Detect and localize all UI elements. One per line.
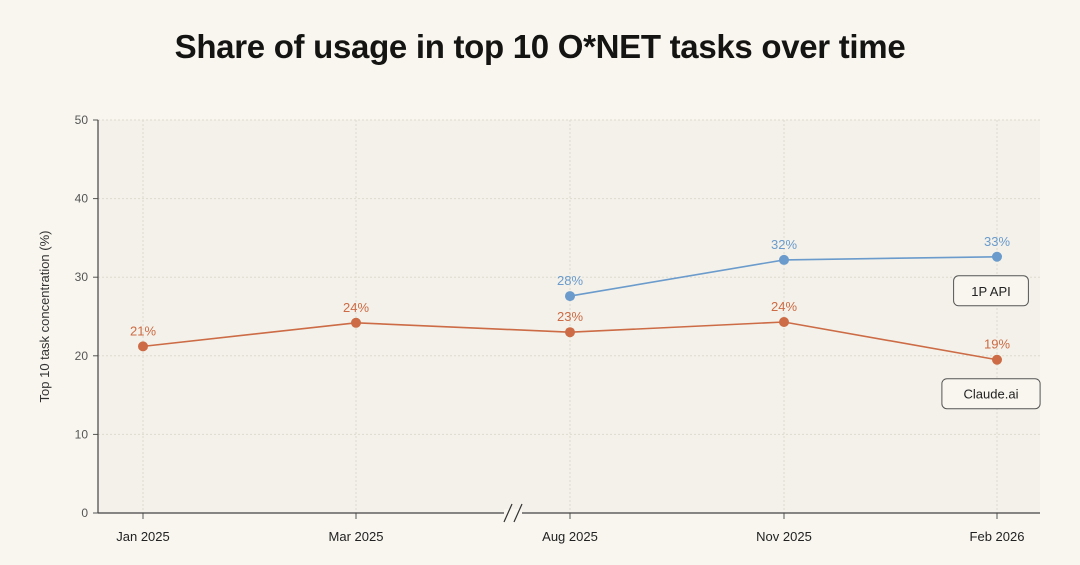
data-point-claude-ai [138,341,148,352]
chart-title: Share of usage in top 10 O*NET tasks ove… [174,28,906,65]
data-label-claude-ai: 24% [771,299,797,314]
y-tick-label: 20 [75,349,89,363]
data-point-1p-api [565,291,575,302]
x-tick-label: Feb 2026 [970,529,1025,544]
data-label-claude-ai: 19% [984,337,1010,352]
y-tick-label: 50 [75,113,89,127]
data-point-claude-ai [351,317,361,328]
legend-box-claude-ai [941,378,1041,410]
y-tick-label: 0 [81,506,88,520]
x-tick-label: Nov 2025 [756,529,812,544]
data-label-claude-ai: 21% [130,323,156,338]
x-tick-label: Jan 2025 [116,529,170,544]
data-label-claude-ai: 23% [557,309,583,324]
y-tick-label: 30 [75,270,89,284]
data-point-claude-ai [565,327,575,338]
data-label-1p-api: 32% [771,237,797,252]
y-tick-label: 10 [75,427,89,441]
axis-break-mark [503,503,513,523]
x-tick-label: Aug 2025 [542,529,598,544]
data-label-1p-api: 33% [984,234,1010,249]
x-tick-label: Mar 2025 [329,529,384,544]
axis-break-mark [513,503,523,523]
data-point-1p-api [779,254,789,265]
axis-break-gap [504,509,522,517]
data-point-1p-api [992,251,1002,262]
legend-box-1p-api [953,275,1029,307]
y-axis-label: Top 10 task concentration (%) [37,231,52,403]
data-point-claude-ai [779,317,789,328]
plot-area [98,120,1040,513]
legend-label-1p-api: 1P API [971,284,1011,299]
legend-label-claude-ai: Claude.ai [964,387,1019,402]
data-label-1p-api: 28% [557,273,583,288]
y-tick-label: 40 [75,192,89,206]
data-point-claude-ai [992,354,1002,365]
data-label-claude-ai: 24% [343,300,369,315]
